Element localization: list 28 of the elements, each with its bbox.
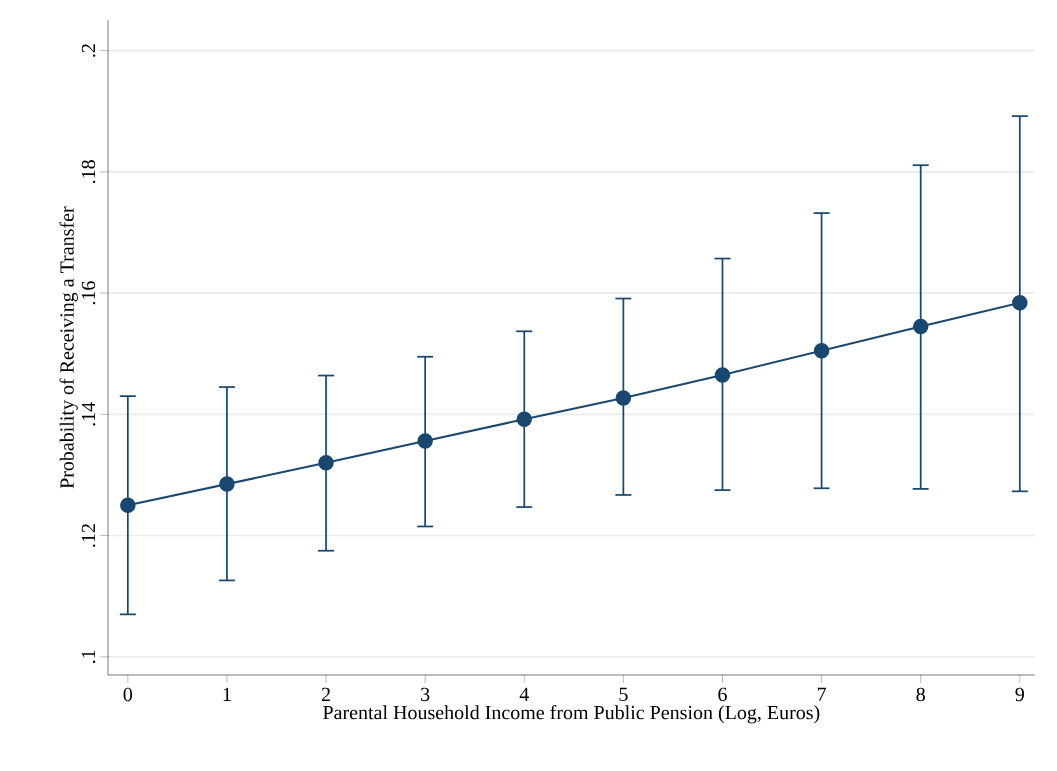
y-tick-label: .2	[81, 44, 96, 57]
point	[417, 433, 433, 449]
x-tick-label: 2	[321, 687, 330, 701]
x-tick-label: 7	[817, 687, 826, 701]
point	[813, 342, 830, 359]
x-tick-label: 5	[619, 687, 628, 701]
point	[219, 476, 235, 492]
point	[714, 367, 731, 383]
x-tick-label: 1	[223, 687, 231, 701]
x-tick-label: 0	[123, 687, 133, 702]
y-tick-label: .18	[81, 160, 96, 184]
y-axis-title: Probability of Receiving a Transfer	[59, 206, 78, 489]
x-tick-label: 3	[421, 687, 430, 702]
point	[615, 390, 632, 406]
x-tick-label: 9	[1015, 687, 1024, 702]
y-tick-label: .12	[81, 524, 96, 547]
point	[318, 455, 334, 471]
x-tick-label: 4	[519, 687, 529, 701]
x-tick-label: 8	[916, 687, 925, 702]
x-tick-label: 6	[718, 687, 727, 702]
x-axis-title: Parental Household Income from Public Pension (Log, Euros)	[323, 705, 820, 724]
y-tick-label: .14	[81, 402, 96, 426]
point	[120, 497, 136, 513]
point	[516, 411, 532, 427]
y-tick-label: .16	[81, 281, 96, 305]
y-tick-label: .1	[81, 650, 96, 663]
point	[1012, 295, 1028, 311]
point	[912, 318, 929, 335]
